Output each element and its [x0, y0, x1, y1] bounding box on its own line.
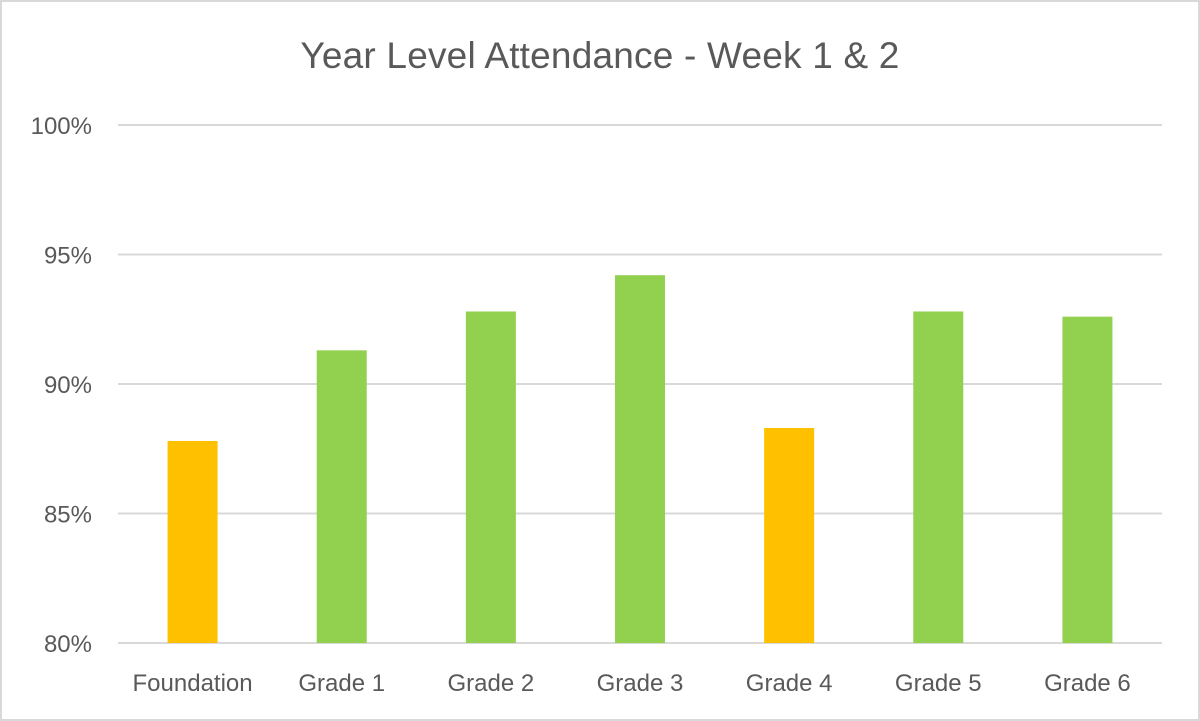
x-axis-ticks: Foundation Grade 1 Grade 2 Grade 3 Grade 4 Gr…	[133, 670, 1131, 697]
bar-grade-6	[1062, 316, 1113, 643]
y-axis-ticks: 80% 85% 90% 95% 100%	[31, 113, 92, 658]
y-tick-label: 85%	[44, 502, 92, 529]
bar-grade-2	[465, 311, 516, 643]
chart-title: Year Level Attendance - Week 1 & 2	[300, 35, 900, 76]
x-tick-label: Grade 5	[895, 670, 982, 697]
bar-grade-3	[615, 275, 665, 643]
y-tick-label: 80%	[44, 631, 92, 658]
x-tick-label: Grade 2	[447, 670, 534, 697]
x-tick-label: Foundation	[133, 670, 253, 697]
y-tick-label: 90%	[44, 372, 92, 399]
x-tick-label: Grade 4	[746, 670, 833, 697]
bars	[167, 275, 1113, 643]
bar-grade-1	[316, 350, 367, 643]
bar-grade-4	[764, 428, 815, 643]
y-tick-label: 95%	[44, 243, 92, 270]
x-tick-label: Grade 1	[298, 670, 385, 697]
y-tick-label: 100%	[31, 113, 92, 140]
bar-grade-5	[913, 311, 964, 643]
x-tick-label: Grade 3	[597, 670, 684, 697]
x-tick-label: Grade 6	[1044, 670, 1131, 697]
bar-foundation	[167, 440, 218, 643]
